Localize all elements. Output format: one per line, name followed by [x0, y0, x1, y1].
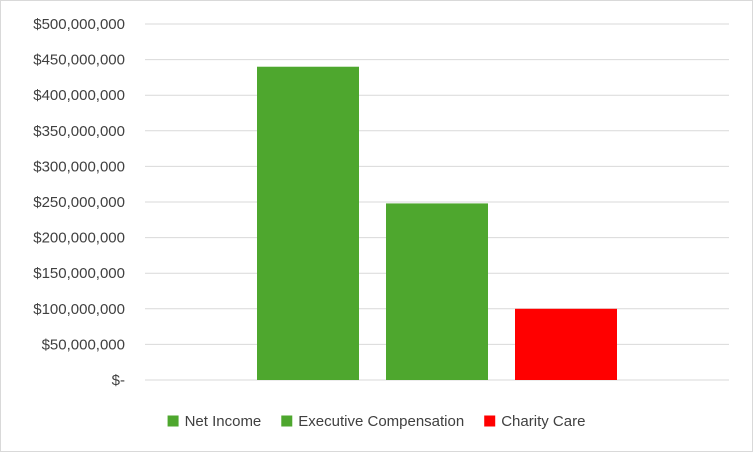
y-tick-label: $-: [112, 372, 125, 389]
y-tick-label: $200,000,000: [33, 230, 125, 247]
y-axis-tick-labels: $- $50,000,000 $100,000,000 $150,000,000 $20…: [33, 16, 125, 389]
y-tick-label: $350,000,000: [33, 123, 125, 140]
legend: Net Income Executive Compensation Charity …: [167, 413, 585, 430]
legend-label: Net Income: [185, 413, 262, 430]
legend-label: Executive Compensation: [298, 413, 464, 430]
legend-swatch: [484, 415, 496, 427]
y-tick-label: $100,000,000: [33, 301, 125, 318]
y-tick-label: $450,000,000: [33, 52, 125, 69]
y-tick-label: $150,000,000: [33, 265, 125, 282]
bar-executive-compensation: [386, 203, 488, 380]
y-tick-label: $50,000,000: [42, 336, 125, 353]
legend-swatch: [167, 415, 179, 427]
y-tick-label: $300,000,000: [33, 158, 125, 175]
y-tick-label: $400,000,000: [33, 87, 125, 104]
bar-charity-care: [515, 308, 617, 380]
y-tick-label: $500,000,000: [33, 16, 125, 33]
bar-net-income: [257, 66, 359, 380]
bars: [257, 66, 617, 380]
y-tick-label: $250,000,000: [33, 194, 125, 211]
legend-swatch: [281, 415, 293, 427]
legend-label: Charity Care: [501, 413, 585, 430]
